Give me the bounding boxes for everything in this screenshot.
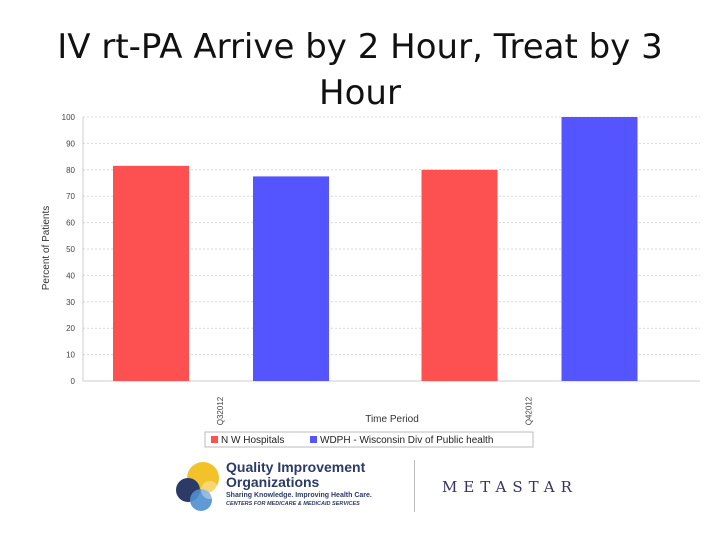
y-tick-label: 50 xyxy=(66,245,75,254)
bar-wdph-2 xyxy=(561,117,638,381)
y-tick-label: 100 xyxy=(62,113,76,122)
qio-logo-icon xyxy=(176,462,219,511)
x-axis-ticks: Q32012 Q42012 xyxy=(216,396,534,425)
slide-title-line2: Hour xyxy=(319,73,401,113)
y-tick-label: 60 xyxy=(66,219,75,228)
legend-swatch xyxy=(310,436,317,443)
legend: N W Hospitals WDPH - Wisconsin Div of Pub… xyxy=(204,431,534,448)
y-tick-label: 0 xyxy=(71,377,76,386)
legend-box xyxy=(204,431,534,448)
metastar-logo: METASTAR xyxy=(442,478,578,496)
y-tick-label: 40 xyxy=(66,271,75,280)
qio-text: Quality Improvement Organizations Sharin… xyxy=(226,459,372,508)
y-tick-label: 90 xyxy=(66,139,75,148)
x-axis-label: Time Period xyxy=(365,414,419,425)
x-tick-label: Q42012 xyxy=(525,396,534,425)
slide-title: IV rt-PA Arrive by 2 Hour, Treat by 3 Ho… xyxy=(40,24,680,116)
slide-title-line1: IV rt-PA Arrive by 2 Hour, Treat by 3 xyxy=(57,27,663,67)
bars xyxy=(113,117,638,381)
qio-subline: CENTERS FOR MEDICARE & MEDICAID SERVICES xyxy=(226,501,360,507)
x-tick-label: Q32012 xyxy=(216,396,225,425)
legend-swatch xyxy=(211,436,218,443)
footer-divider xyxy=(414,460,415,512)
qio-name-line2: Organizations xyxy=(226,474,320,490)
qio-tagline: Sharing Knowledge. Improving Health Care… xyxy=(226,492,372,499)
qio-name-line1: Quality Improvement xyxy=(226,459,366,475)
bar-new-hospitals-2 xyxy=(421,169,498,381)
y-axis-label: Percent of Patients xyxy=(41,206,52,291)
y-tick-label: 70 xyxy=(66,192,75,201)
y-tick-label: 10 xyxy=(66,351,75,360)
y-tick-label: 80 xyxy=(66,166,75,175)
y-tick-label: 30 xyxy=(66,298,75,307)
bar-new-hospitals-1 xyxy=(113,165,189,381)
footer-logos: Quality Improvement Organizations Sharin… xyxy=(170,458,590,518)
bar-wdph-1 xyxy=(253,176,329,381)
y-axis-ticks: 0 10 20 30 40 50 60 70 80 90 100 xyxy=(62,113,76,386)
legend-label: N W Hospitals xyxy=(221,435,284,446)
y-tick-label: 20 xyxy=(66,324,75,333)
legend-label: WDPH - Wisconsin Div of Public health xyxy=(320,435,493,446)
